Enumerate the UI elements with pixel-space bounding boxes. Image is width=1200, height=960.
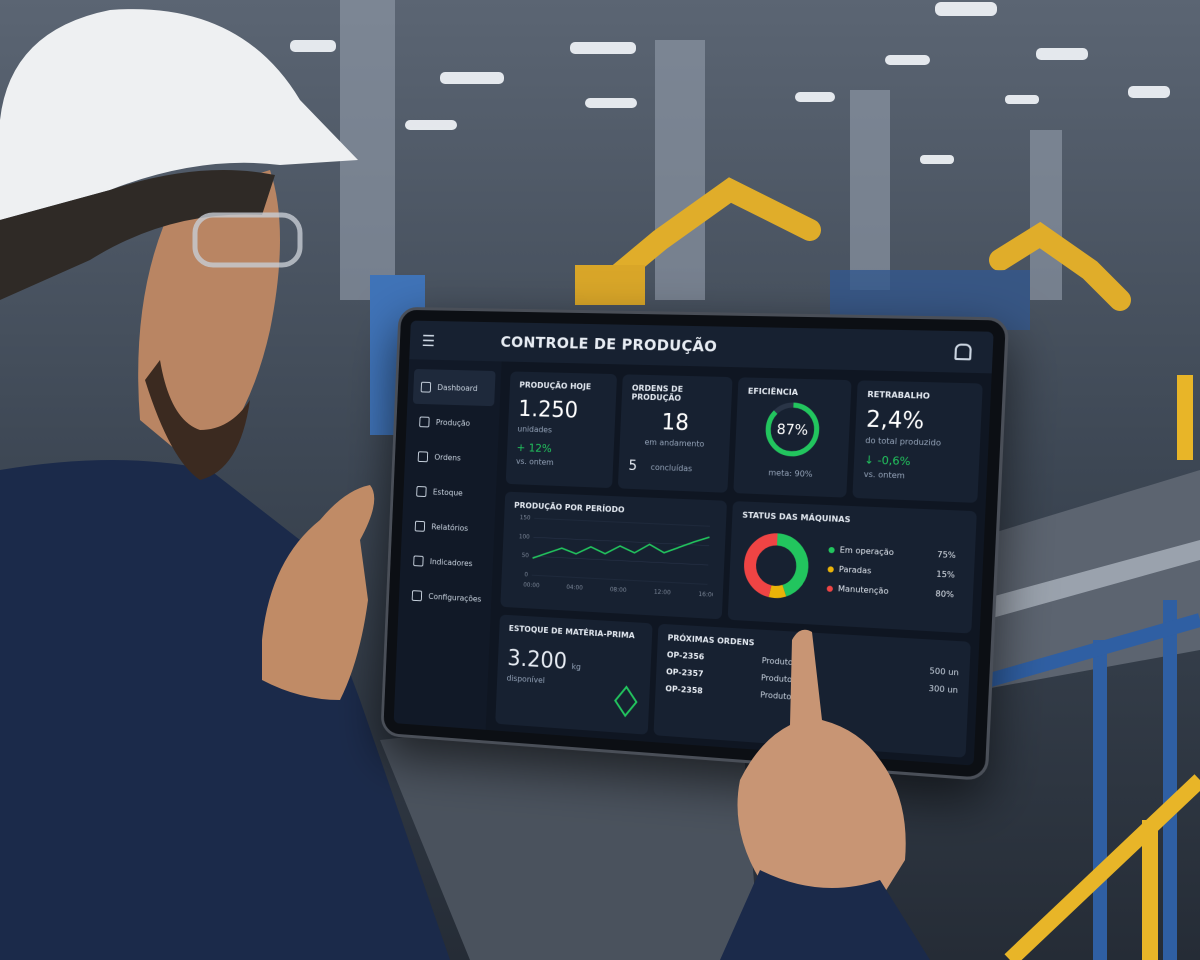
card-title: ESTOQUE DE MATÉRIA-PRIMA bbox=[508, 623, 635, 641]
legend-value: 15% bbox=[936, 569, 955, 579]
x-tick-label: 16:00 bbox=[698, 592, 716, 599]
nav-item[interactable]: Relatórios bbox=[401, 508, 495, 547]
down-arrow: ↓ bbox=[864, 453, 878, 468]
unit: kg bbox=[571, 662, 582, 672]
legend-label: Em operação bbox=[840, 545, 895, 557]
nav-label: Relatórios bbox=[431, 521, 469, 533]
legend-value: 80% bbox=[935, 589, 954, 600]
sidebar: Dashboard Produção Ordens Estoque Relatórios… bbox=[393, 359, 502, 730]
in-progress-label: em andamento bbox=[644, 437, 705, 449]
x-tick-label: 08:00 bbox=[610, 587, 627, 594]
change-value: -0,6% bbox=[877, 453, 911, 469]
quantity bbox=[857, 697, 957, 713]
change-note: vs. ontem bbox=[863, 469, 906, 481]
tablet: ☰ CONTROLE DE PRODUÇÃO Dashboard Produção… bbox=[380, 306, 1010, 782]
completed-label: concluídas bbox=[650, 462, 693, 473]
value: 1.250 bbox=[517, 397, 579, 424]
card-title: PRODUÇÃO HOJE bbox=[519, 380, 592, 392]
next-orders-card: PRÓXIMAS ORDENS OP-2356 Produto A 500 un OP… bbox=[653, 623, 971, 758]
legend-value: 75% bbox=[937, 550, 956, 560]
nav-icon bbox=[419, 416, 430, 427]
value: 2,4% bbox=[865, 407, 925, 435]
product: Produto A bbox=[761, 656, 802, 668]
legend-dot bbox=[826, 585, 834, 592]
production-line bbox=[533, 529, 710, 567]
legend-label: Paradas bbox=[839, 565, 872, 576]
menu-icon[interactable]: ☰ bbox=[421, 330, 436, 350]
nav-item[interactable]: Ordens bbox=[404, 438, 498, 476]
nav-label: Indicadores bbox=[429, 556, 473, 568]
page-title: CONTROLE DE PRODUÇÃO bbox=[500, 333, 718, 356]
efficiency-card: EFICIÊNCIA 87% meta: 90% bbox=[733, 377, 852, 498]
legend-dot bbox=[827, 566, 834, 573]
nav-icon bbox=[411, 589, 423, 601]
nav-item[interactable]: Estoque bbox=[403, 473, 497, 512]
note: vs. ontem bbox=[515, 456, 554, 468]
donut-chart: Em operação 75% Paradas 15% Manutenção 80% bbox=[738, 520, 956, 621]
quantity: 300 un bbox=[928, 683, 959, 695]
production-today-card: PRODUÇÃO HOJE 1.250 unidades + 12% vs. o… bbox=[505, 371, 618, 489]
machine-status-card: STATUS DAS MÁQUINAS Em operação 75% Parada… bbox=[728, 501, 977, 634]
unit: unidades bbox=[517, 424, 553, 435]
grid-line bbox=[533, 556, 709, 565]
nav-icon bbox=[413, 554, 424, 567]
product: Produto B bbox=[760, 673, 801, 685]
order-id: OP-2357 bbox=[665, 667, 704, 679]
y-tick-label: 100 bbox=[519, 534, 530, 541]
change: + 12% bbox=[516, 441, 553, 456]
in-progress: 18 bbox=[660, 410, 690, 437]
product: Produto C bbox=[760, 690, 800, 703]
x-tick-label: 04:00 bbox=[566, 585, 583, 592]
stock-card: ESTOQUE DE MATÉRIA-PRIMA 3.200 kg dispon… bbox=[495, 614, 653, 735]
grid-line bbox=[534, 518, 710, 526]
line-chart: 0 50 100 150 00:00 04:00 08:00 12:00 16:00 bbox=[519, 515, 716, 599]
y-tick-label: 50 bbox=[522, 553, 530, 559]
order-id: OP-2358 bbox=[665, 684, 703, 696]
nav-item[interactable]: Produção bbox=[406, 404, 500, 442]
nav-label: Estoque bbox=[432, 487, 463, 498]
x-tick-label: 12:00 bbox=[654, 589, 671, 596]
note: meta: 90% bbox=[768, 468, 813, 479]
nav-icon bbox=[417, 450, 429, 462]
y-tick-label: 150 bbox=[520, 515, 531, 522]
orders-card: ORDENS DE PRODUÇÃO 18 em andamento 5 con… bbox=[617, 374, 733, 493]
rework-card: RETRABALHO 2,4% do total produzido ↓ -0,… bbox=[852, 380, 983, 503]
nav-item[interactable]: Dashboard bbox=[412, 368, 496, 407]
change: ↓ -0,6% bbox=[864, 453, 969, 470]
nav-label: Produção bbox=[435, 417, 471, 428]
nav-icon bbox=[420, 381, 432, 393]
legend-dot bbox=[828, 546, 835, 554]
order-id: OP-2356 bbox=[666, 650, 705, 662]
production-chart-card: PRODUÇÃO POR PERÍODO 0 50 100 150 00:00 04:00… bbox=[500, 491, 728, 620]
dashboard-screen: ☰ CONTROLE DE PRODUÇÃO Dashboard Produção… bbox=[393, 320, 994, 766]
card-title: ORDENS DE PRODUÇÃO bbox=[631, 383, 684, 403]
x-tick-label: 00:00 bbox=[523, 582, 540, 589]
nav-item[interactable]: Configurações bbox=[398, 577, 492, 617]
nav-label: Ordens bbox=[434, 452, 462, 463]
efficiency-value: 87% bbox=[776, 422, 808, 440]
note: do total produzido bbox=[865, 435, 942, 448]
y-tick-label: 0 bbox=[524, 572, 528, 578]
nav-item[interactable]: Indicadores bbox=[400, 542, 494, 582]
nav-label: Configurações bbox=[428, 591, 482, 604]
efficiency-ring: 87% bbox=[745, 396, 841, 464]
legend-label: Manutenção bbox=[838, 584, 889, 596]
notification-icon[interactable] bbox=[954, 343, 972, 361]
nav-icon bbox=[414, 520, 426, 532]
completed: 5 bbox=[628, 457, 638, 475]
nav-label: Dashboard bbox=[437, 382, 478, 393]
nav-icon bbox=[416, 485, 427, 497]
value: 3.200 bbox=[506, 646, 568, 675]
grid-line bbox=[532, 575, 708, 584]
card-title: RETRABALHO bbox=[867, 389, 931, 401]
quantity: 500 un bbox=[929, 666, 960, 678]
grid-line bbox=[533, 537, 709, 545]
